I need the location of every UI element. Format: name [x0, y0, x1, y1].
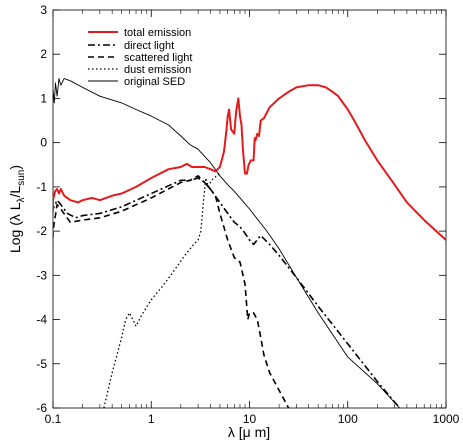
y-tick-label: -3 — [36, 268, 47, 282]
legend: total emission direct light scattered li… — [88, 27, 192, 88]
axis-ticks: 0.1 1 10 100 1000 -6 -5 -4 -3 -2 -1 0 1 2 3 — [36, 3, 459, 426]
y-tick-label: 0 — [40, 136, 47, 150]
series-line-original-sed — [53, 78, 400, 408]
x-tick-label: 0.1 — [45, 412, 62, 426]
series-lines — [53, 78, 446, 408]
y-axis-title-mid: /L — [7, 186, 23, 198]
plot-area: 0.1 1 10 100 1000 -6 -5 -4 -3 -2 -1 0 1 2 3 — [36, 3, 459, 426]
y-axis-title-sub1: λ — [16, 197, 27, 202]
legend-label-total-emission: total emission — [124, 27, 191, 39]
y-axis-title-main: Log (λ L — [7, 202, 23, 253]
y-tick-label: -2 — [36, 224, 47, 238]
y-tick-label: -4 — [36, 313, 47, 327]
y-tick-label: 3 — [40, 3, 47, 17]
legend-label-dust-emission: dust emission — [124, 64, 191, 76]
x-axis-title: λ [μ m] — [228, 424, 270, 440]
legend-label-scattered-light: scattered light — [124, 52, 192, 64]
x-tick-label: 1000 — [433, 412, 460, 426]
series-line-total-emission — [53, 84, 446, 241]
y-tick-label: 1 — [40, 91, 47, 105]
legend-label-direct-light: direct light — [124, 40, 174, 52]
y-tick-label: -5 — [36, 357, 47, 371]
y-axis-title-sub2: sun — [16, 170, 27, 186]
y-tick-label: 2 — [40, 47, 47, 61]
x-tick-label: 100 — [338, 412, 358, 426]
series-line-direct-light — [53, 177, 401, 408]
x-tick-label: 10 — [243, 412, 257, 426]
legend-label-original-sed: original SED — [124, 76, 185, 88]
y-tick-label: -6 — [36, 401, 47, 415]
y-tick-label: -1 — [36, 180, 47, 194]
y-axis-title-end: ) — [7, 165, 23, 170]
x-tick-label: 1 — [148, 412, 155, 426]
y-axis-title: Log (λ Lλ/Lsun) — [7, 165, 27, 253]
